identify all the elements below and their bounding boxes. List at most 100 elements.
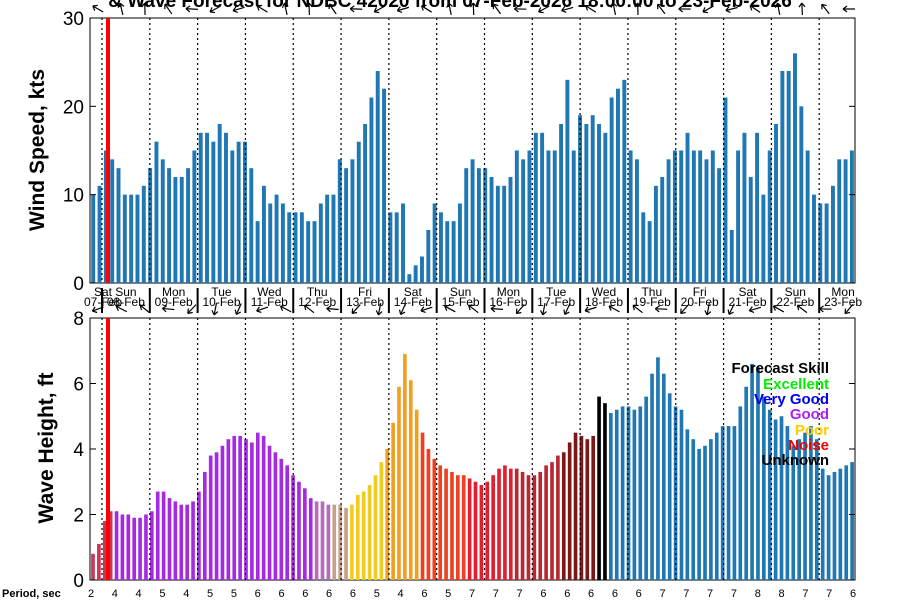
arrow-head [515, 308, 522, 315]
period-value: 6 [326, 588, 332, 600]
period-value: 5 [159, 588, 165, 600]
bar [326, 504, 331, 580]
direction-arrow [256, 306, 269, 314]
arrow-shaft [350, 8, 363, 10]
period-value: 6 [564, 588, 570, 600]
bar [367, 485, 372, 580]
direction-arrow [634, 2, 642, 16]
arrow-shaft [185, 8, 198, 10]
direction-arrow [540, 302, 547, 316]
arrow-shaft [115, 305, 128, 313]
bar [603, 403, 607, 580]
bar [318, 203, 323, 283]
bar [691, 150, 696, 283]
arrow-head [680, 308, 686, 315]
direction-arrow [796, 304, 808, 314]
direction-arrow [420, 4, 433, 13]
bar [597, 396, 601, 580]
y-tick-label: 20 [63, 97, 84, 118]
bar [297, 481, 301, 580]
direction-arrow [162, 305, 175, 313]
y-tick-label: 2 [73, 506, 84, 527]
arrow-shaft [377, 302, 382, 316]
day-date: 10-Feb [202, 295, 240, 309]
direction-arrow [725, 6, 738, 13]
bar [280, 203, 285, 283]
direction-arrow [657, 3, 666, 15]
period-value: 4 [112, 588, 118, 600]
bar [485, 481, 490, 580]
arrow-shaft [92, 5, 104, 13]
bar [303, 488, 307, 580]
arrow-shaft [256, 306, 269, 312]
arrow-head [328, 3, 335, 10]
arrow-head [538, 7, 544, 14]
arrow-shaft [584, 306, 597, 312]
bar [709, 439, 713, 580]
bar [108, 511, 113, 580]
bar [837, 159, 842, 283]
bar [638, 406, 643, 580]
direction-arrow [563, 303, 571, 315]
arrow-head [796, 304, 803, 311]
direction-arrow [798, 2, 806, 16]
bar [120, 514, 125, 580]
arrow-head [164, 3, 170, 10]
period-label: Period, sec [2, 588, 61, 600]
arrow-shaft [420, 306, 433, 312]
bar [647, 221, 652, 283]
direction-arrow [396, 6, 410, 13]
period-value: 6 [612, 588, 618, 600]
direction-arrow [351, 304, 361, 315]
arrow-shaft [490, 308, 504, 310]
bar [717, 168, 722, 283]
bar [314, 501, 319, 580]
day-name: Sun [450, 285, 471, 299]
legend-excellent: Excellent [763, 376, 829, 393]
arrow-shaft [421, 5, 433, 13]
direction-arrow [420, 306, 433, 314]
bar [473, 481, 478, 580]
bar [461, 475, 466, 580]
day-date: 09-Feb [155, 295, 193, 309]
bar [750, 363, 754, 580]
bar [261, 435, 266, 580]
bar [220, 445, 225, 580]
arrow-head [117, 2, 125, 8]
bar [679, 150, 684, 283]
arrow-shaft [728, 303, 735, 315]
bar [373, 475, 378, 580]
bar [742, 132, 747, 283]
bar [438, 212, 443, 283]
arrow-shaft [444, 305, 456, 313]
arrow-head [610, 2, 618, 8]
direction-arrow [702, 5, 714, 14]
direction-arrow [185, 5, 198, 13]
bar [561, 452, 566, 580]
day-date: 17-Feb [537, 295, 575, 309]
bar [154, 141, 159, 283]
day-date: 11-Feb [251, 295, 288, 309]
arrow-head [234, 309, 242, 316]
direction-arrow [654, 305, 668, 313]
period-value: 7 [707, 588, 713, 600]
bar [526, 475, 531, 580]
bar [451, 221, 456, 283]
bar [426, 449, 431, 580]
bar [497, 468, 501, 580]
bar [114, 511, 119, 580]
bar [521, 159, 526, 283]
arrow-head [798, 2, 806, 8]
period-value: 5 [207, 588, 213, 600]
bar [552, 150, 557, 283]
bar [579, 435, 584, 580]
arrow-head [279, 304, 286, 311]
day-date: 21-Feb [728, 295, 766, 309]
arrow-head [748, 306, 755, 313]
arrow-head [585, 4, 591, 11]
direction-arrow [842, 5, 856, 13]
direction-arrow [279, 304, 292, 313]
direction-arrow [141, 2, 149, 16]
bar [780, 71, 785, 283]
bar [793, 53, 797, 283]
